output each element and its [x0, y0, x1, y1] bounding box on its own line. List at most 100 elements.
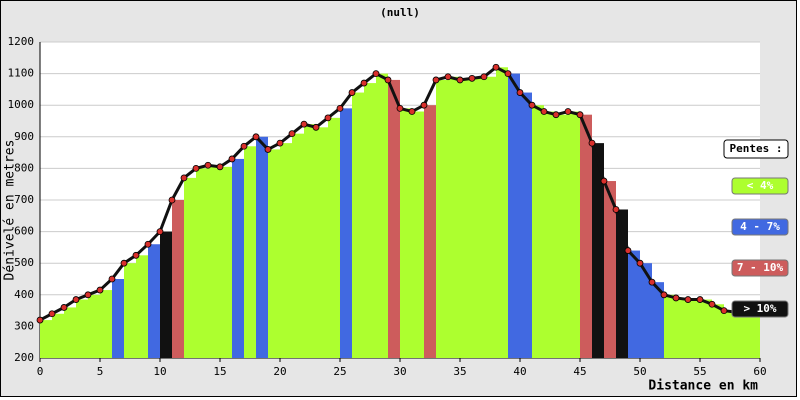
bar — [268, 149, 280, 358]
profile-point — [180, 174, 188, 182]
bar — [172, 200, 184, 358]
bar — [544, 111, 556, 359]
y-tick-label: 300 — [14, 319, 34, 332]
bar — [388, 79, 400, 359]
profile-point — [36, 316, 44, 324]
profile-point — [600, 177, 608, 185]
x-tick-label: 35 — [453, 365, 466, 378]
profile-point — [48, 310, 56, 318]
legend-label: > 10% — [743, 302, 776, 315]
y-tick-label: 1100 — [8, 67, 35, 80]
bar — [508, 73, 520, 358]
bar — [628, 250, 640, 358]
profile-point — [648, 278, 656, 286]
profile-point — [576, 111, 584, 119]
profile-point — [540, 108, 548, 115]
y-tick-label: 200 — [14, 351, 34, 364]
bar — [196, 168, 208, 358]
profile-point — [480, 73, 488, 81]
bar — [76, 299, 88, 358]
y-tick-label: 1000 — [8, 98, 35, 111]
profile-point — [144, 240, 152, 248]
profile-point — [360, 79, 368, 87]
x-tick-label: 30 — [393, 365, 406, 378]
bar — [112, 279, 124, 358]
x-tick-label: 0 — [37, 365, 44, 378]
profile-point — [624, 247, 632, 254]
bar — [748, 310, 760, 358]
x-tick-label: 40 — [513, 365, 526, 378]
profile-point — [396, 104, 404, 112]
profile-point — [384, 76, 392, 84]
y-tick-label: 1200 — [8, 35, 35, 48]
profile-point — [492, 63, 500, 71]
profile-point — [132, 251, 140, 259]
profile-point — [528, 101, 536, 109]
profile-point — [120, 259, 128, 267]
bar — [664, 294, 676, 358]
profile-point — [60, 304, 68, 311]
bar — [328, 117, 340, 358]
profile-point — [432, 76, 440, 84]
bar — [208, 165, 220, 358]
profile-point — [192, 164, 200, 172]
bar — [244, 146, 256, 358]
profile-point — [636, 259, 644, 267]
profile-point — [660, 291, 668, 299]
bar — [700, 299, 712, 358]
bar — [436, 79, 448, 359]
bar — [136, 255, 148, 358]
bar — [724, 310, 736, 358]
legend-label: 7 - 10% — [737, 261, 784, 274]
bar — [484, 76, 496, 358]
bar — [292, 133, 304, 358]
profile-point — [336, 104, 344, 112]
profile-point — [612, 206, 620, 213]
profile-point — [708, 300, 716, 308]
bar — [376, 73, 388, 358]
y-tick-label: 700 — [14, 193, 34, 206]
x-tick-label: 50 — [633, 365, 646, 378]
profile-point — [420, 101, 428, 109]
bar — [676, 297, 688, 358]
bar — [712, 304, 724, 358]
bar — [148, 244, 160, 358]
bar — [304, 124, 316, 358]
bar — [604, 181, 616, 358]
bar — [736, 312, 748, 358]
bar — [280, 143, 292, 358]
bar — [640, 263, 652, 358]
overlay — [36, 63, 752, 324]
x-tick-label: 60 — [753, 365, 766, 378]
y-tick-label: 900 — [14, 130, 34, 143]
profile-point — [348, 89, 356, 96]
bar — [160, 231, 172, 358]
bar — [424, 105, 436, 358]
bar — [400, 108, 412, 358]
bar — [532, 105, 544, 358]
bar — [316, 127, 328, 358]
legend-label: < 4% — [747, 179, 774, 192]
y-tick-label: 500 — [14, 256, 34, 269]
profile-point — [456, 76, 464, 84]
profile-point — [564, 108, 572, 115]
legend-swatch — [731, 300, 789, 318]
bar — [184, 177, 196, 358]
profile-point — [84, 291, 92, 299]
bar — [232, 158, 244, 358]
profile-point — [300, 120, 308, 128]
bar — [616, 209, 628, 358]
bar — [88, 294, 100, 358]
bar — [580, 114, 592, 359]
profile-point — [324, 114, 332, 122]
profile-point — [444, 73, 452, 81]
x-tick-label: 20 — [273, 365, 286, 378]
x-tick-label: 25 — [333, 365, 346, 378]
legend-label: 4 - 7% — [740, 220, 780, 233]
bar — [364, 83, 376, 358]
chart-title: (null) — [380, 6, 420, 19]
y-tick-label: 400 — [14, 288, 34, 301]
bar — [64, 307, 76, 358]
bar — [652, 282, 664, 358]
